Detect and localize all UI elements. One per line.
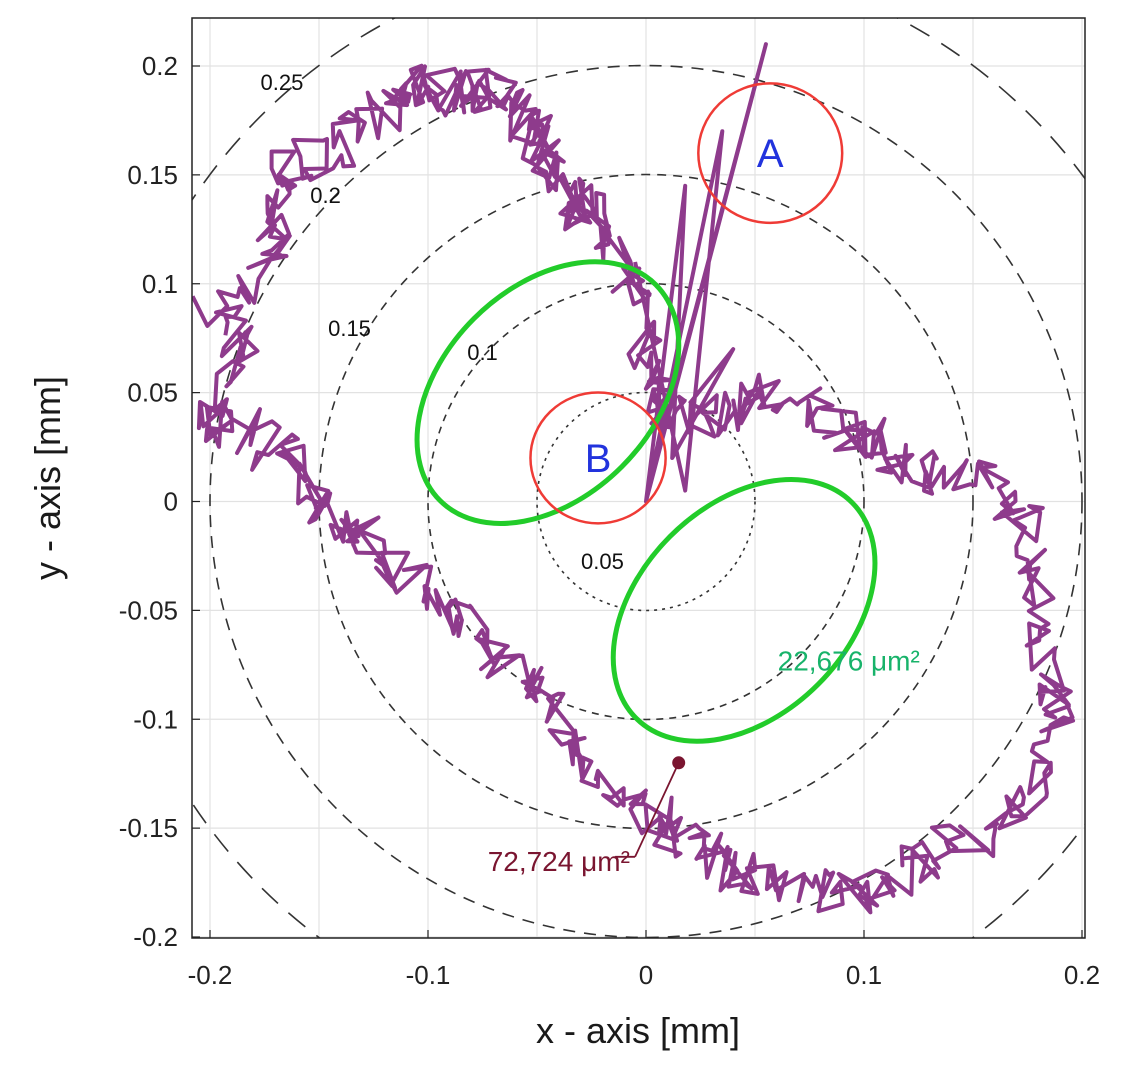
y-tick-label: 0.05 (127, 378, 178, 408)
y-axis-title: y - axis [mm] (27, 376, 68, 580)
region-b-label: B (585, 437, 612, 481)
y-tick-label: 0.1 (142, 269, 178, 299)
ring-label: 0.2 (310, 183, 341, 208)
y-tick-label: 0.2 (142, 51, 178, 81)
ring-label: 0.05 (581, 549, 624, 574)
x-axis-title: x - axis [mm] (536, 1010, 740, 1051)
trajectory-spikes (633, 42, 768, 504)
y-tick-label: -0.2 (133, 922, 178, 952)
annotation-point (672, 756, 686, 770)
distance-ring (209, 64, 1083, 938)
plot-frame (191, 17, 1086, 939)
trajectory-path (192, 63, 1076, 915)
y-tick-label: -0.05 (119, 595, 178, 625)
annotations: 0.05 0.1 0.15 0.2 0.25 22,676 μm² 72,724 μm² (261, 70, 920, 877)
region-a-label: A (757, 132, 784, 176)
x-tick-label: 0.2 (1064, 960, 1100, 990)
area-lobe (610, 477, 878, 744)
x-tick-label: 0.1 (846, 960, 882, 990)
region-b-circle (529, 391, 667, 525)
area-lobes (414, 259, 878, 744)
ring-label: 0.15 (328, 316, 371, 341)
axis-ticks: -0.2 -0.1 0 0.1 0.2 0.2 0.15 0.1 0.05 0 -0.05 -0.1 -… (119, 51, 1100, 990)
highlight-regions: AB (529, 82, 844, 525)
annotation-leader (634, 762, 680, 858)
distance-ring (536, 391, 756, 612)
region-a-circle (697, 82, 844, 225)
area-annotation: 22,676 μm² (778, 645, 920, 676)
ring-label: 0.1 (467, 340, 498, 365)
y-tick-label: 0.15 (127, 160, 178, 190)
y-tick-label: 0 (164, 487, 178, 517)
x-tick-label: 0 (639, 960, 653, 990)
x-tick-label: -0.2 (188, 960, 233, 990)
ring-label: 0.25 (261, 70, 304, 95)
y-tick-label: -0.1 (133, 704, 178, 734)
area-lobe (414, 259, 682, 526)
distance-ring (427, 282, 865, 721)
trajectory (192, 42, 1076, 915)
area-annotation: 72,724 μm² (488, 846, 630, 877)
y-tick-label: -0.15 (119, 813, 178, 843)
x-tick-label: -0.1 (406, 960, 451, 990)
